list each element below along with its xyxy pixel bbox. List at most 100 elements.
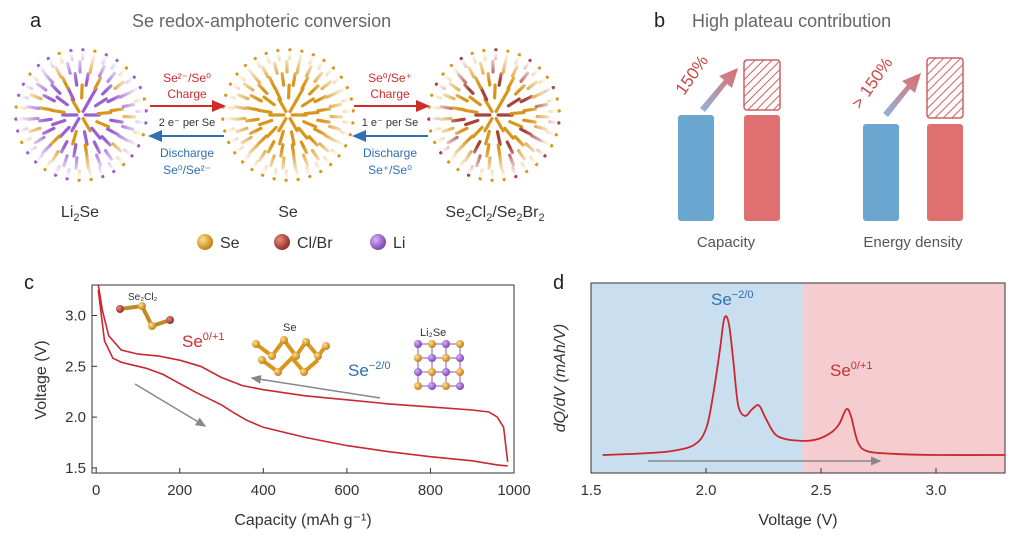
c-xtick-label: 200: [167, 482, 192, 499]
panel-a-letter: a: [30, 10, 42, 32]
capacity-plateau-bar: [744, 115, 780, 221]
sphere-fade: [430, 51, 558, 179]
species-label-li2se: Li2Se: [61, 204, 99, 224]
panel-b: b High plateau contribution 150% Capacit…: [654, 10, 964, 251]
left-conversion: Se²⁻/Se⁰ Charge 2 e⁻ per Se Discharge Se…: [148, 71, 226, 177]
c-xtick-label: 0: [92, 482, 100, 499]
energy-baseline-bar: [863, 124, 899, 221]
c-xtick-label: 1000: [497, 482, 530, 499]
left-charge-label: Charge: [167, 87, 207, 101]
annotation-peak-oxidation: Se0/+1: [830, 360, 873, 380]
d-xtick-label: 2.0: [696, 482, 717, 499]
lattice-atom: [414, 368, 422, 376]
d-shade-1: [802, 283, 1005, 473]
energy-increase-label: > 150%: [848, 54, 897, 113]
panel-c-frame: [91, 284, 515, 474]
molecule-se-label: Se: [283, 322, 296, 334]
right-discharge-couple: Se⁺/Se⁰: [368, 163, 412, 177]
panel-d-ylabel: dQ/dV (mAh/V): [552, 324, 569, 432]
panel-d-xlabel: Voltage (V): [758, 512, 837, 529]
right-conversion: Se⁰/Se⁺ Charge 1 e⁻ per Se Discharge Se⁺…: [352, 71, 430, 177]
d-series-0: [602, 315, 1006, 456]
annotation-se-plus: Se0/+1: [182, 331, 225, 351]
panel-d-letter: d: [553, 272, 564, 294]
panel-b-letter: b: [654, 10, 665, 32]
molecule-li2se: Li₂Se: [414, 327, 464, 390]
panel-d-frame: [590, 282, 1006, 474]
panel-b-title: High plateau contribution: [692, 11, 891, 31]
panel-c-ticks: 0 200 400 600 800 1000 1.5 2.0 2.5 3.0: [65, 307, 531, 499]
energy-plateau-extra: [926, 57, 964, 119]
d-xtick-label: 3.0: [926, 482, 947, 499]
panel-d-curves: [602, 315, 1006, 456]
legend-se-label: Se: [220, 235, 240, 252]
c-xtick-label: 600: [334, 482, 359, 499]
li2se-sphere: [14, 48, 148, 182]
panel-c: c 0 200 400 600 800 1000 1.5 2.0 2.5 3.0 Capacity…: [24, 272, 531, 529]
left-discharge-couple: Se⁰/Se²⁻: [163, 163, 211, 177]
panel-c-xlabel: Capacity (mAh g⁻¹): [234, 512, 371, 529]
lattice-atom: [442, 354, 450, 362]
c-xtick-label: 800: [418, 482, 443, 499]
panel-c-curves: [97, 284, 509, 467]
c-series-1: [97, 284, 509, 462]
lattice-atom: [442, 382, 450, 390]
left-charge-couple: Se²⁻/Se⁰: [163, 71, 211, 85]
capacity-plateau-extra: [743, 59, 781, 111]
sphere-fade: [17, 51, 145, 179]
se2cl2-sphere: [427, 48, 561, 182]
left-discharge-label: Discharge: [160, 146, 214, 160]
d-xtick-label: 2.5: [811, 482, 832, 499]
capacity-increase-label: 150%: [672, 52, 713, 99]
panel-d: d 1.5 2.0 2.5 3.0 Se−2/0 Se0/+1 Voltage (V)…: [552, 272, 1006, 529]
right-charge-couple: Se⁰/Se⁺: [368, 71, 412, 85]
right-electron-count: 1 e⁻ per Se: [362, 117, 419, 129]
right-charge-label: Charge: [370, 87, 410, 101]
lattice-atom: [428, 340, 436, 348]
lattice-atom: [456, 340, 464, 348]
energy-plateau-bar: [927, 124, 963, 221]
sphere-fade: [224, 51, 352, 179]
annotation-peak-reduction: Se−2/0: [711, 289, 754, 309]
legend-clbr-swatch: [274, 234, 290, 250]
energy-density-label: Energy density: [863, 234, 963, 251]
d-xtick-label: 1.5: [581, 482, 602, 499]
lattice-atom: [442, 368, 450, 376]
atom-legend: Se Cl/Br Li: [197, 234, 405, 252]
lattice-atom: [442, 340, 450, 348]
species-label-se: Se: [278, 204, 298, 221]
molecule-li2se-label: Li₂Se: [420, 327, 446, 339]
lattice-atom: [428, 354, 436, 362]
panel-c-ylabel: Voltage (V): [33, 340, 50, 419]
molecule-se: Se: [252, 322, 330, 376]
c-series-0: [97, 290, 508, 467]
legend-li-swatch: [370, 234, 386, 250]
annotation-se-minus: Se−2/0: [348, 360, 391, 380]
left-electron-count: 2 e⁻ per Se: [159, 117, 216, 129]
lattice-atom: [456, 368, 464, 376]
panel-c-letter: c: [24, 272, 34, 294]
legend-se-swatch: [197, 234, 213, 250]
legend-li-label: Li: [393, 235, 405, 252]
molecule-se2cl2: Se₂Cl₂: [116, 292, 174, 330]
c-xtick-label: 400: [251, 482, 276, 499]
capacity-baseline-bar: [678, 115, 714, 221]
panel-d-shading: [591, 283, 1005, 473]
legend-clbr-label: Cl/Br: [297, 235, 333, 252]
c-ytick-label: 3.0: [65, 307, 86, 324]
d-shade-0: [591, 283, 803, 473]
charge-direction-arrow: [250, 374, 381, 399]
lattice-atom: [456, 382, 464, 390]
molecule-se2cl2-label: Se₂Cl₂: [128, 292, 158, 303]
se-sphere: [221, 48, 355, 182]
energy-increase-arrow: [883, 73, 921, 117]
lattice-atom: [428, 382, 436, 390]
lattice-atom: [414, 382, 422, 390]
panel-d-ticks: 1.5 2.0 2.5 3.0: [581, 468, 947, 499]
species-label-se2cl2: Se2Cl2/Se2Br2: [445, 204, 544, 224]
capacity-label: Capacity: [697, 234, 756, 251]
c-ytick-label: 2.0: [65, 409, 86, 426]
lattice-atom: [428, 368, 436, 376]
right-discharge-label: Discharge: [363, 146, 417, 160]
